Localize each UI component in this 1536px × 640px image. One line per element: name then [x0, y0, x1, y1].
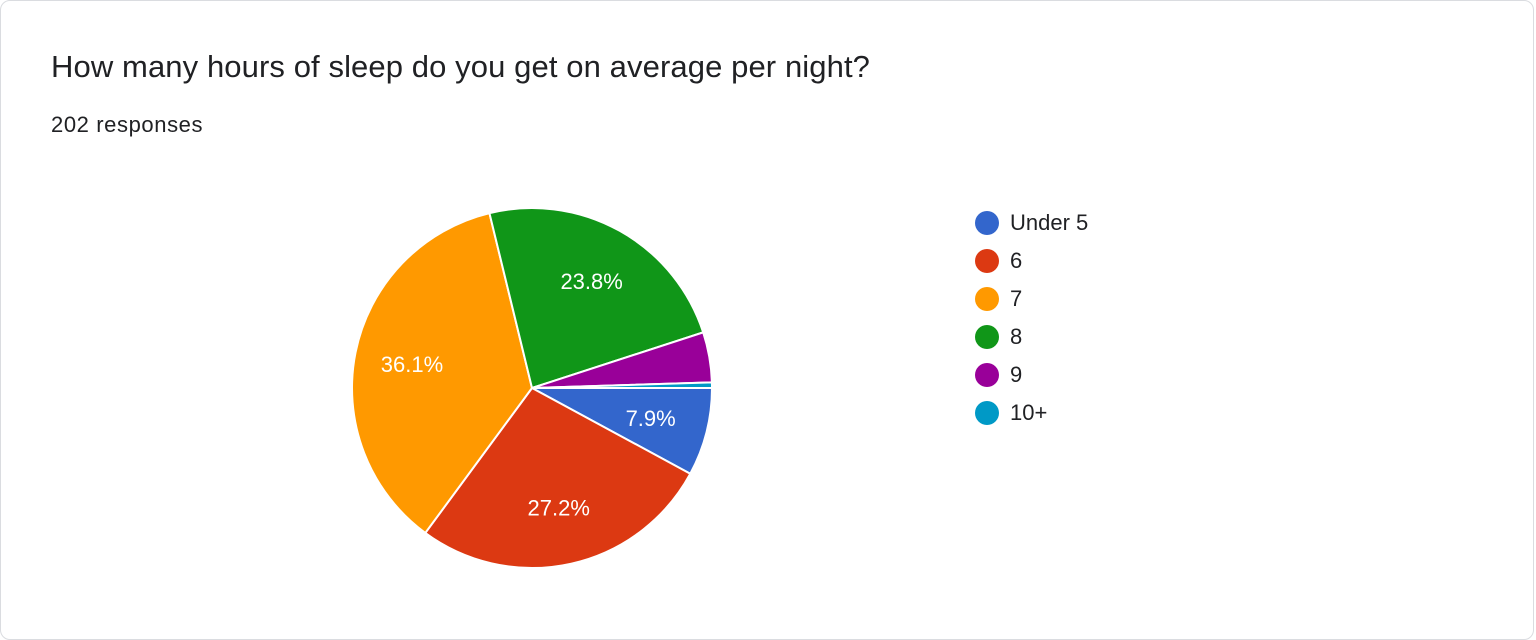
legend-item: 6 — [975, 242, 1088, 280]
legend-item: 10+ — [975, 394, 1088, 432]
legend-label: 9 — [1010, 362, 1023, 387]
slice-label: 7.9% — [626, 406, 676, 431]
legend-item: Under 5 — [975, 204, 1088, 242]
pie-slice-7 — [351, 211, 534, 535]
pie-slice-10 — [531, 381, 714, 389]
legend-swatch — [975, 401, 999, 425]
pie-slice-8 — [488, 207, 705, 390]
legend-item: 9 — [975, 356, 1088, 394]
pie-slice-6 — [423, 386, 692, 569]
legend-swatch — [975, 325, 999, 349]
legend-swatch — [975, 363, 999, 387]
legend-label: 6 — [1010, 248, 1023, 273]
slice-label: 23.8% — [560, 269, 622, 294]
legend-swatch — [975, 287, 999, 311]
slice-label: 36.1% — [381, 352, 443, 377]
slice-label: 27.2% — [528, 495, 590, 520]
legend-label: 8 — [1010, 324, 1023, 349]
legend-item: 8 — [975, 318, 1088, 356]
chart-legend: Under 5 6 7 8 9 10+ — [975, 204, 1088, 432]
legend-swatch — [975, 211, 999, 235]
legend-item: 7 — [975, 280, 1088, 318]
legend-label: Under 5 — [1010, 210, 1089, 235]
legend-swatch — [975, 249, 999, 273]
question-title: How many hours of sleep do you get on av… — [51, 49, 871, 84]
legend-label: 7 — [1010, 286, 1023, 311]
legend-label: 10+ — [1010, 400, 1048, 425]
response-count: 202 responses — [51, 112, 204, 137]
